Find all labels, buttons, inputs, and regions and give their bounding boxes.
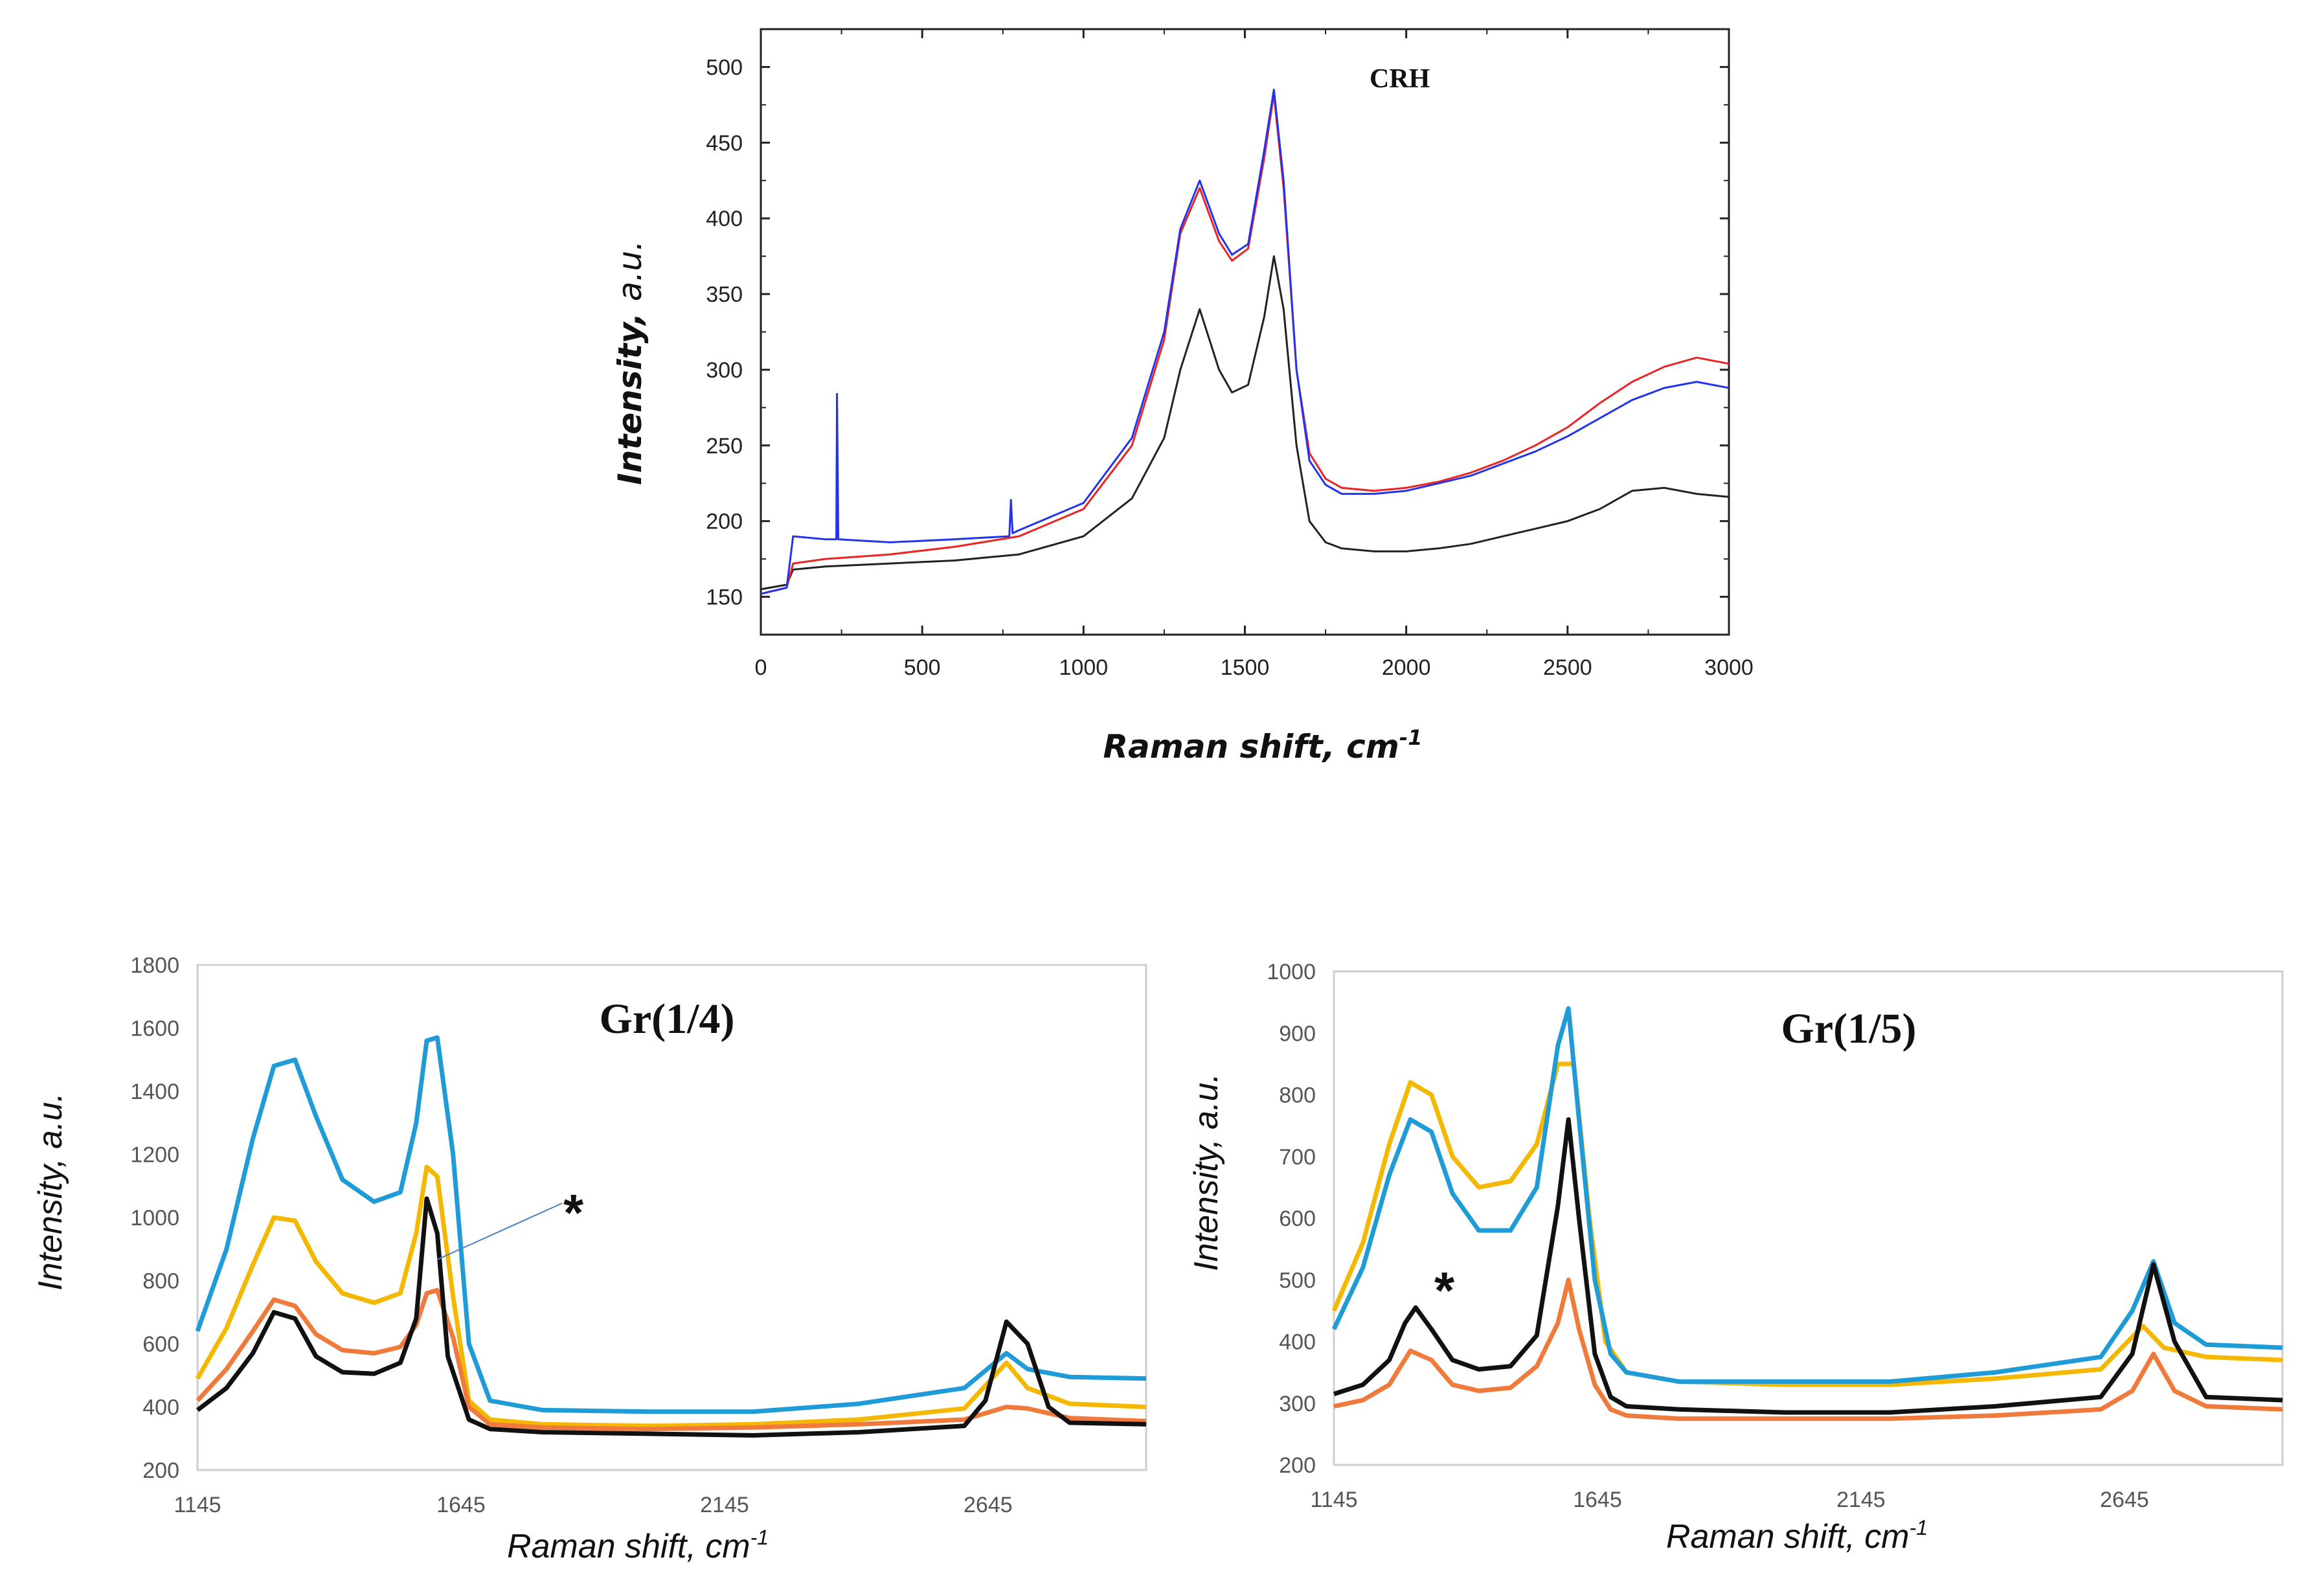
gr14-ytick-label: 1400 — [130, 1080, 179, 1104]
gr14-x-axis-title: Raman shift, cm-1 — [507, 1526, 769, 1565]
crh-xtick-label: 1000 — [1059, 655, 1109, 680]
gr14-xtick-label: 2145 — [700, 1493, 749, 1517]
crh-ytick-label: 450 — [706, 131, 743, 155]
gr15-ytick-label: 900 — [1279, 1021, 1316, 1046]
gr15-xtick-label: 1645 — [1573, 1488, 1622, 1512]
gr14-ytick-label: 1200 — [130, 1143, 179, 1168]
gr15-ytick-label: 200 — [1279, 1453, 1316, 1478]
gr15-ytick-label: 400 — [1279, 1330, 1316, 1355]
gr14-y-axis-title: Intensity, a.u. — [32, 1093, 69, 1290]
gr15-plot-frame — [1333, 970, 2284, 1466]
gr14-series-yellow — [195, 1164, 1147, 1429]
chart-gr14: 200 400 600 800 1000 1200 1400 1600 1800 1145 1645… — [32, 953, 1147, 1565]
gr15-ytick-label: 600 — [1279, 1206, 1316, 1231]
gr15-series-blue — [1331, 1006, 2283, 1384]
gr15-xtick-label: 2645 — [2100, 1488, 2149, 1512]
crh-series-red — [760, 93, 1730, 595]
gr14-xtick-label: 2645 — [964, 1493, 1013, 1517]
crh-ytick-label: 200 — [706, 510, 743, 534]
crh-series-black — [760, 255, 1730, 591]
crh-ytick-label: 150 — [706, 585, 743, 610]
crh-plot-frame — [760, 28, 1730, 636]
crh-series-blue — [760, 89, 1730, 595]
gr15-series-orange — [1333, 1277, 2283, 1422]
gr15-ytick-label: 700 — [1279, 1145, 1316, 1170]
crh-x-axis-title: Raman shift, cm-1 — [1103, 725, 1423, 765]
gr14-ytick-label: 800 — [142, 1269, 179, 1294]
gr15-xtick-label: 1145 — [1310, 1488, 1357, 1512]
gr14-ytick-label: 1800 — [130, 953, 179, 978]
crh-ytick-label: 350 — [706, 282, 743, 307]
crh-ytick-label: 500 — [706, 55, 743, 80]
crh-xtick-label: 3000 — [1704, 655, 1754, 680]
gr15-ytick-label: 1000 — [1267, 960, 1316, 984]
gr15-series-group — [1331, 1006, 2283, 1422]
gr15-ticks: 200 300 400 500 600 700 800 900 1000 1145 1645 2145… — [1267, 960, 2149, 1512]
crh-y-axis-title: Intensity, a.u. — [611, 240, 649, 485]
gr14-annotation-leader — [436, 1203, 563, 1260]
gr14-series-blue — [195, 1035, 1147, 1414]
gr14-series-orange — [196, 1287, 1147, 1432]
gr15-series-black — [1333, 1117, 2283, 1415]
gr14-plot-frame — [196, 964, 1147, 1471]
gr15-x-axis-title: Raman shift, cm-1 — [1666, 1516, 1928, 1556]
gr15-ytick-label: 500 — [1279, 1268, 1316, 1293]
gr15-y-axis-title: Intensity, a.u. — [1188, 1073, 1225, 1271]
gr15-annotation-star: * — [1434, 1262, 1455, 1319]
gr15-chart-title: Gr(1/5) — [1781, 1005, 1917, 1052]
crh-xtick-label: 1500 — [1221, 655, 1270, 680]
gr15-ytick-label: 800 — [1279, 1083, 1316, 1108]
gr14-ytick-label: 1000 — [130, 1206, 179, 1230]
crh-ticks: 150 200 250 300 350 400 450 500 0 500 1000 1500 2000… — [706, 28, 1754, 680]
gr14-chart-title: Gr(1/4) — [600, 995, 735, 1043]
gr14-ticks: 200 400 600 800 1000 1200 1400 1600 1800 1145 1645… — [130, 953, 1012, 1517]
crh-ytick-label: 300 — [706, 358, 743, 383]
chart-gr15: 200 300 400 500 600 700 800 900 1000 1145 1645 2145… — [1188, 960, 2284, 1556]
gr14-xtick-label: 1145 — [174, 1493, 221, 1517]
gr14-annotation-star: * — [563, 1184, 584, 1241]
crh-ytick-label: 250 — [706, 434, 743, 459]
crh-chart-title: CRH — [1370, 64, 1430, 94]
crh-xtick-label: 2000 — [1382, 655, 1431, 680]
crh-series-group — [760, 89, 1730, 595]
gr14-ytick-label: 600 — [142, 1332, 179, 1357]
crh-xtick-label: 2500 — [1543, 655, 1592, 680]
gr14-xtick-label: 1645 — [436, 1493, 486, 1517]
gr14-series-group — [195, 1035, 1147, 1438]
gr14-series-black — [196, 1196, 1147, 1438]
gr14-ytick-label: 400 — [142, 1396, 179, 1420]
crh-xtick-label: 500 — [904, 655, 941, 680]
crh-xtick-label: 0 — [755, 655, 767, 680]
gr15-ytick-label: 300 — [1279, 1392, 1316, 1416]
gr15-xtick-label: 2145 — [1836, 1488, 1886, 1512]
crh-ytick-label: 400 — [706, 207, 743, 231]
chart-crh: 150 200 250 300 350 400 450 500 0 500 1000 1500 2000… — [611, 28, 1754, 765]
gr14-ytick-label: 200 — [142, 1458, 179, 1483]
gr14-ytick-label: 1600 — [130, 1017, 179, 1041]
